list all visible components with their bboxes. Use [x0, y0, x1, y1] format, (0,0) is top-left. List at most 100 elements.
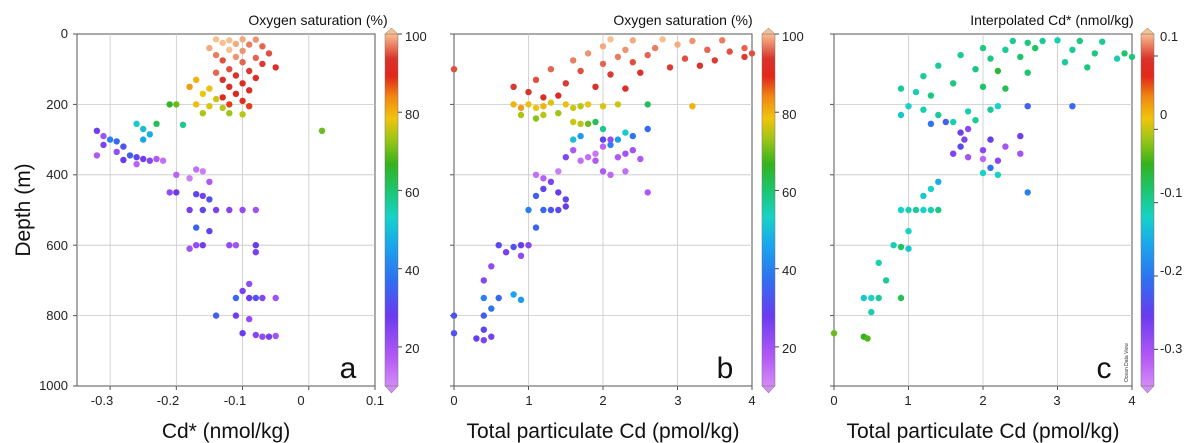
panel-a-x-axis-title: Cd* (nmol/kg) [162, 420, 290, 443]
data-point [599, 168, 607, 175]
data-point [226, 83, 233, 91]
data-point [239, 111, 246, 118]
panel-a-x-tick: 0 [297, 393, 304, 408]
data-point [1054, 37, 1061, 44]
panel-c-colorbar-bottom-cap [1140, 385, 1155, 394]
data-point [547, 206, 555, 214]
data-point [239, 59, 246, 66]
data-point [488, 333, 495, 340]
data-point [206, 196, 213, 203]
data-point [920, 192, 927, 200]
data-point [1009, 37, 1016, 45]
data-point [666, 64, 674, 71]
data-point [265, 50, 273, 57]
data-point [246, 315, 253, 323]
data-point [193, 224, 200, 231]
data-point [562, 80, 569, 87]
panel-a-points [93, 36, 326, 340]
data-point [964, 154, 972, 161]
panel-a-colorbar-ticks [398, 33, 402, 348]
data-point [987, 106, 994, 113]
data-point [239, 287, 246, 295]
data-point [212, 69, 220, 76]
data-point [644, 101, 651, 108]
data-point [193, 242, 200, 249]
data-point [868, 308, 875, 316]
data-point [193, 191, 200, 198]
data-point [614, 101, 622, 108]
data-point [100, 141, 107, 149]
data-point [540, 206, 547, 214]
panel-b-label: b [717, 352, 734, 385]
data-point [599, 125, 607, 133]
data-point [979, 169, 987, 177]
data-point [173, 189, 180, 196]
data-point [126, 152, 134, 159]
panel-a-colorbar-tick: 100 [405, 29, 427, 44]
data-point [226, 46, 233, 53]
data-point [540, 185, 547, 193]
panel-b-x-tick: 2 [599, 393, 606, 408]
data-point [711, 57, 718, 64]
data-point [153, 155, 160, 163]
panel-b-colorbar-top-cap [761, 27, 776, 35]
data-point [206, 85, 213, 92]
data-point [950, 150, 957, 157]
data-point [246, 41, 253, 48]
data-point [957, 51, 964, 59]
data-point [599, 136, 607, 143]
data-point [133, 154, 140, 161]
data-point [1032, 44, 1039, 52]
data-point [905, 103, 912, 110]
data-point [972, 66, 979, 73]
panel-a-title: Oxygen saturation (%) [248, 12, 387, 28]
panel-c-colorbar-tick: -0.1 [1160, 185, 1182, 200]
data-point [239, 206, 246, 214]
data-point [905, 245, 912, 252]
data-point [480, 294, 487, 302]
data-point [1069, 103, 1076, 110]
data-point [186, 206, 193, 214]
data-point [532, 224, 540, 231]
data-point [570, 147, 577, 154]
data-point [868, 294, 875, 302]
data-point [272, 64, 279, 71]
data-point [232, 242, 240, 249]
data-point [272, 294, 279, 302]
data-point [637, 155, 644, 163]
data-point [226, 206, 233, 214]
data-point [584, 154, 592, 161]
data-point [199, 110, 206, 117]
data-point [252, 249, 259, 256]
data-point [206, 103, 213, 110]
panel-b-colorbar-tick: 100 [782, 29, 804, 44]
data-point [517, 242, 525, 249]
data-point [644, 125, 651, 133]
panel-c-colorbar [1140, 33, 1155, 387]
data-point [1002, 143, 1009, 150]
data-point [540, 103, 547, 110]
data-point [622, 46, 629, 53]
data-point [935, 111, 942, 119]
data-point [232, 294, 240, 302]
data-point [480, 277, 487, 284]
data-point [146, 131, 153, 138]
data-point [935, 62, 942, 69]
data-point [517, 111, 525, 119]
panel-b-grid [450, 33, 753, 390]
data-point [562, 101, 569, 108]
panel-a-colorbar-tick: 60 [405, 185, 419, 200]
panel-c-colorbar-ticks [1154, 55, 1158, 350]
data-point [584, 101, 592, 108]
panel-c-title: Interpolated Cd* (nmol/kg) [970, 12, 1133, 28]
data-point [140, 136, 147, 143]
panel-b-colorbar [761, 33, 776, 387]
data-point [510, 243, 517, 251]
data-point [1061, 59, 1069, 66]
data-point [577, 120, 584, 128]
panel-a-colorbar [384, 33, 399, 387]
data-point [1039, 37, 1046, 45]
panel-b-x-tick: 3 [674, 393, 681, 408]
data-point [502, 249, 510, 256]
data-point [517, 296, 525, 303]
